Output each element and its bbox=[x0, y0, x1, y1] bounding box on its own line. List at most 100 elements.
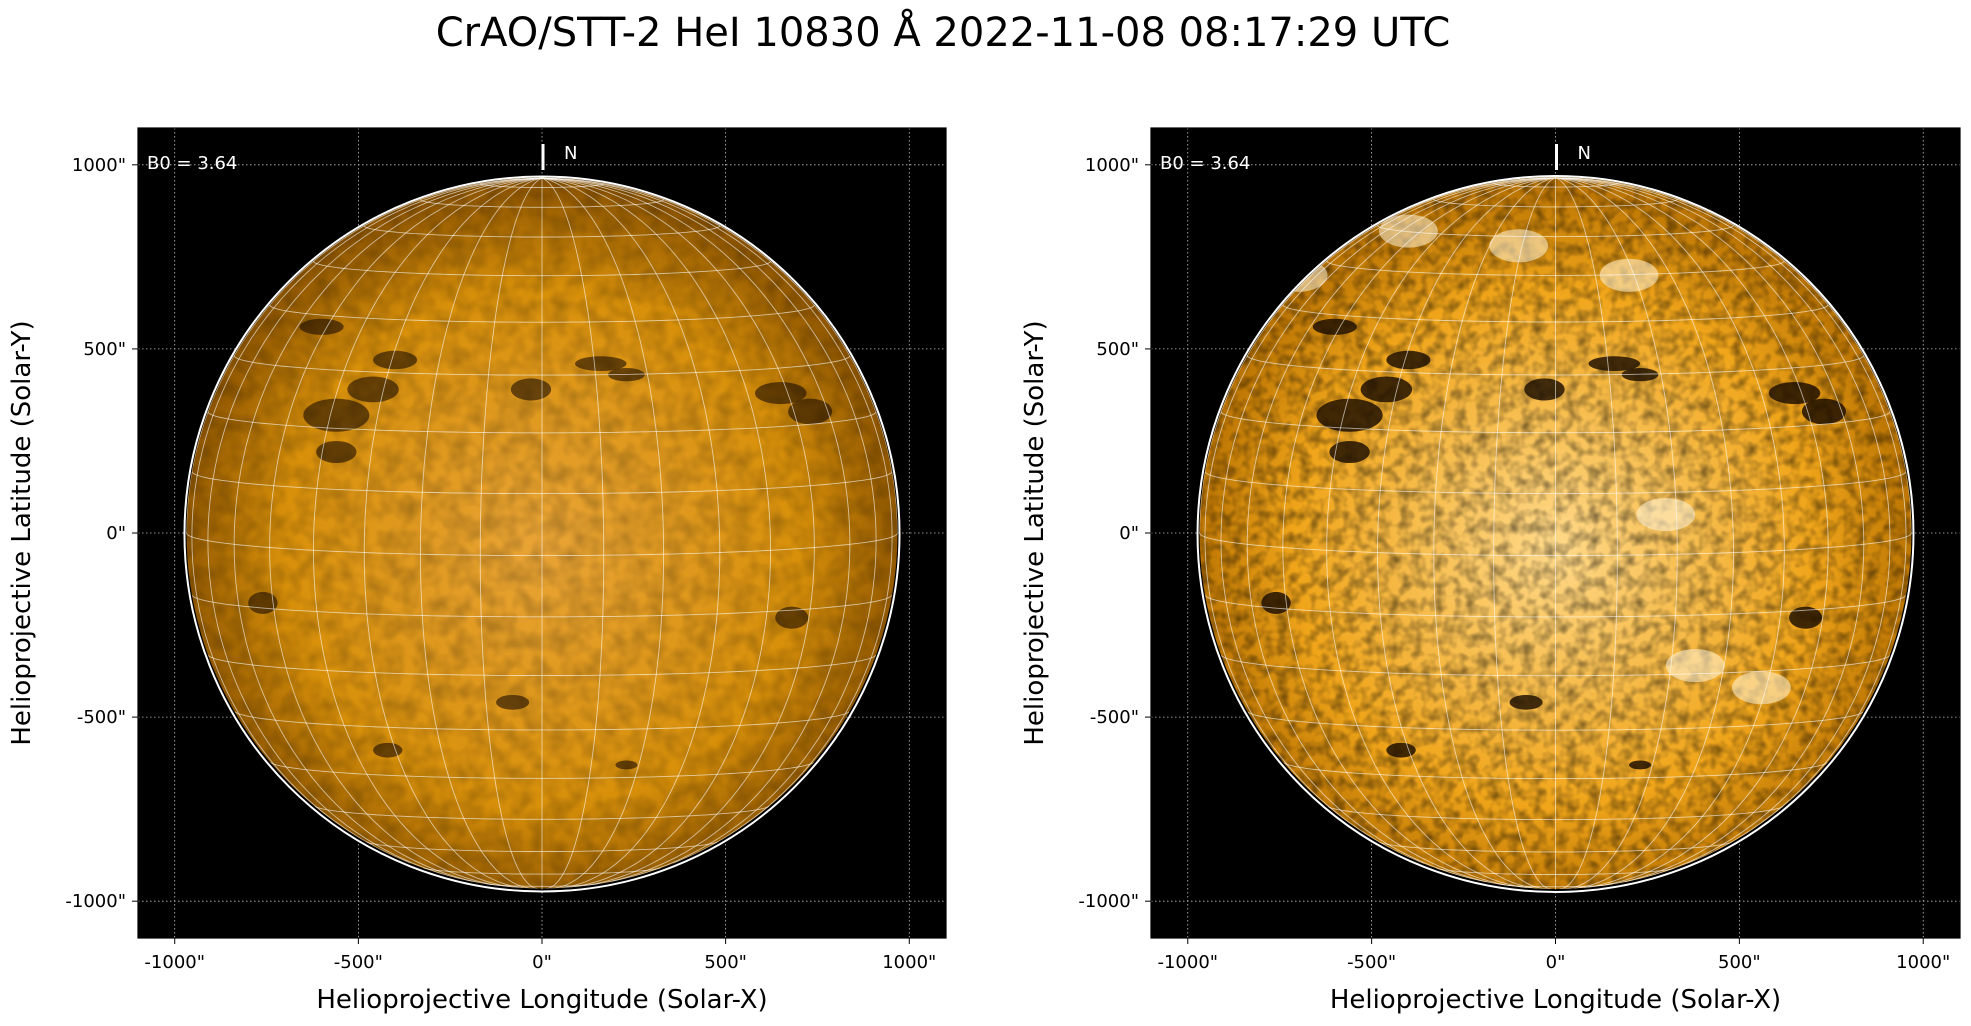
dark-feature bbox=[1329, 440, 1370, 464]
x-tick-label: 1000" bbox=[1896, 952, 1950, 973]
bright-feature bbox=[1268, 258, 1328, 292]
parallel-line bbox=[1220, 654, 1891, 677]
parallel-line bbox=[1327, 806, 1784, 821]
meridian-line bbox=[479, 177, 543, 889]
meridian-line bbox=[541, 177, 815, 888]
parallel-line bbox=[207, 411, 877, 434]
disk-texture bbox=[1199, 177, 1912, 889]
y-tick-label: -1000" bbox=[65, 891, 126, 912]
meridian-line bbox=[1326, 177, 1556, 889]
bright-feature bbox=[1636, 498, 1696, 532]
dark-feature bbox=[373, 350, 418, 370]
parallel-line bbox=[1246, 355, 1865, 376]
y-tick-label: 500" bbox=[83, 339, 126, 360]
meridian-line bbox=[1555, 177, 1785, 889]
meridian-line bbox=[1555, 177, 1618, 889]
dark-feature bbox=[1801, 398, 1847, 425]
x-tick-label: -500" bbox=[1347, 952, 1396, 973]
dark-feature bbox=[1768, 382, 1821, 405]
parallel-line bbox=[1498, 883, 1613, 888]
dark-feature bbox=[1386, 742, 1416, 758]
solar-limb bbox=[183, 175, 901, 893]
meridian-line bbox=[541, 177, 877, 883]
y-tick-label: 0" bbox=[106, 523, 126, 544]
meridian-line bbox=[541, 177, 893, 864]
heliographic-grid bbox=[1199, 177, 1912, 889]
axes-frame bbox=[1150, 127, 1961, 939]
parallel-line bbox=[1282, 304, 1829, 323]
parallel-line bbox=[419, 199, 665, 208]
parallel-line bbox=[1436, 867, 1675, 875]
y-axis-label: Helioprojective Latitude (Solar-Y) bbox=[7, 320, 37, 745]
meridian-line bbox=[1282, 177, 1556, 889]
meridian-line bbox=[541, 177, 898, 534]
meridian-line bbox=[1246, 177, 1556, 887]
parallel-line bbox=[1220, 411, 1891, 434]
dark-feature bbox=[1629, 760, 1652, 770]
meridian-line bbox=[1493, 177, 1556, 889]
dark-feature bbox=[248, 591, 278, 614]
parallel-line bbox=[1379, 841, 1732, 853]
x-axis-label: Helioprojective Longitude (Solar-X) bbox=[316, 985, 767, 1015]
parallel-line bbox=[1493, 182, 1618, 188]
meridian-line bbox=[541, 177, 605, 889]
meridian-line bbox=[1555, 177, 1734, 889]
solar-disk bbox=[186, 177, 898, 889]
y-tick-label: 1000" bbox=[72, 155, 126, 176]
dark-feature bbox=[575, 356, 627, 371]
bright-feature bbox=[1489, 229, 1549, 263]
dark-feature bbox=[1360, 376, 1413, 403]
y-tick-label: -1000" bbox=[1078, 891, 1139, 912]
meridian-line bbox=[541, 177, 771, 889]
meridian-line bbox=[1555, 177, 1891, 883]
y-tick-label: 1000" bbox=[1085, 155, 1139, 176]
north-label: N bbox=[1578, 143, 1591, 164]
dark-feature bbox=[299, 318, 344, 335]
meridian-line bbox=[1204, 177, 1556, 865]
parallel-line bbox=[233, 355, 851, 376]
plot-background bbox=[138, 128, 946, 938]
b0-label: B0 = 3.64 bbox=[147, 153, 237, 174]
dark-feature bbox=[755, 382, 807, 405]
dark-feature bbox=[496, 695, 530, 710]
meridian-line bbox=[419, 177, 543, 889]
y-tick-label: 0" bbox=[1119, 523, 1139, 544]
parallel-line bbox=[1377, 225, 1734, 238]
dark-feature bbox=[1509, 695, 1543, 710]
meridian-line bbox=[1555, 177, 1912, 534]
dark-feature bbox=[510, 378, 552, 401]
parallel-line bbox=[1283, 762, 1828, 780]
dark-feature bbox=[1789, 606, 1823, 629]
parallel-line bbox=[314, 805, 770, 820]
y-tick-label: -500" bbox=[1090, 707, 1139, 728]
meridian-line bbox=[269, 177, 543, 888]
meridian-line bbox=[186, 177, 543, 534]
dark-feature bbox=[775, 606, 809, 629]
meridian-line bbox=[191, 177, 543, 864]
solar-disk bbox=[1199, 177, 1912, 889]
meridian-line bbox=[363, 177, 543, 889]
x-tick-label: 500" bbox=[1718, 952, 1761, 973]
dark-feature bbox=[608, 368, 645, 382]
meridian-line bbox=[541, 177, 665, 889]
meridian-line bbox=[1555, 177, 1829, 889]
meridian-line bbox=[207, 177, 543, 883]
parallel-line bbox=[1433, 199, 1678, 208]
meridian-line bbox=[1555, 177, 1907, 865]
parallel-line bbox=[1247, 711, 1864, 731]
meridian-line bbox=[1555, 177, 1865, 887]
axes-frame bbox=[137, 127, 947, 939]
y-tick-label: -500" bbox=[77, 707, 126, 728]
bright-feature bbox=[1732, 671, 1791, 705]
meridian-line bbox=[1377, 177, 1556, 889]
x-tick-label: 500" bbox=[704, 952, 747, 973]
parallel-line bbox=[363, 225, 721, 238]
x-tick-label: -1000" bbox=[144, 952, 205, 973]
parallel-line bbox=[269, 304, 815, 323]
dark-feature bbox=[615, 760, 638, 770]
plot-background bbox=[1151, 128, 1960, 938]
parallel-line bbox=[191, 595, 893, 618]
x-axis-label: Helioprojective Longitude (Solar-X) bbox=[1330, 985, 1781, 1015]
bright-feature bbox=[1599, 258, 1659, 292]
y-tick-label: 500" bbox=[1096, 339, 1139, 360]
